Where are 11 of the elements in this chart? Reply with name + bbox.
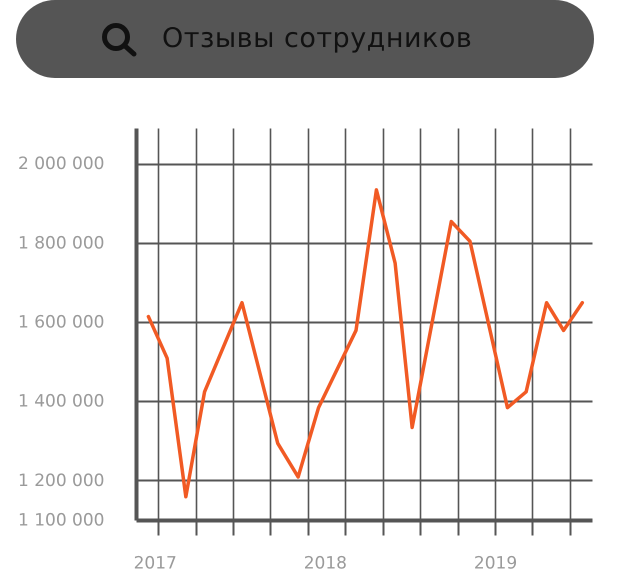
chart-title: Отзывы сотрудников	[162, 22, 472, 56]
y-tick-label: 2 000 000	[18, 154, 105, 174]
x-tick-label: 2019	[474, 554, 518, 574]
y-tick-label: 1 100 000	[18, 510, 105, 530]
y-tick-label: 1 200 000	[18, 470, 105, 491]
x-tick-label: 2017	[134, 554, 177, 574]
y-tick-label: 1 600 000	[18, 312, 105, 333]
line-series	[146, 188, 584, 498]
y-tick-label: 1 800 000	[18, 233, 105, 254]
x-tick-label: 2018	[304, 554, 347, 574]
y-tick-label: 1 400 000	[18, 392, 105, 412]
